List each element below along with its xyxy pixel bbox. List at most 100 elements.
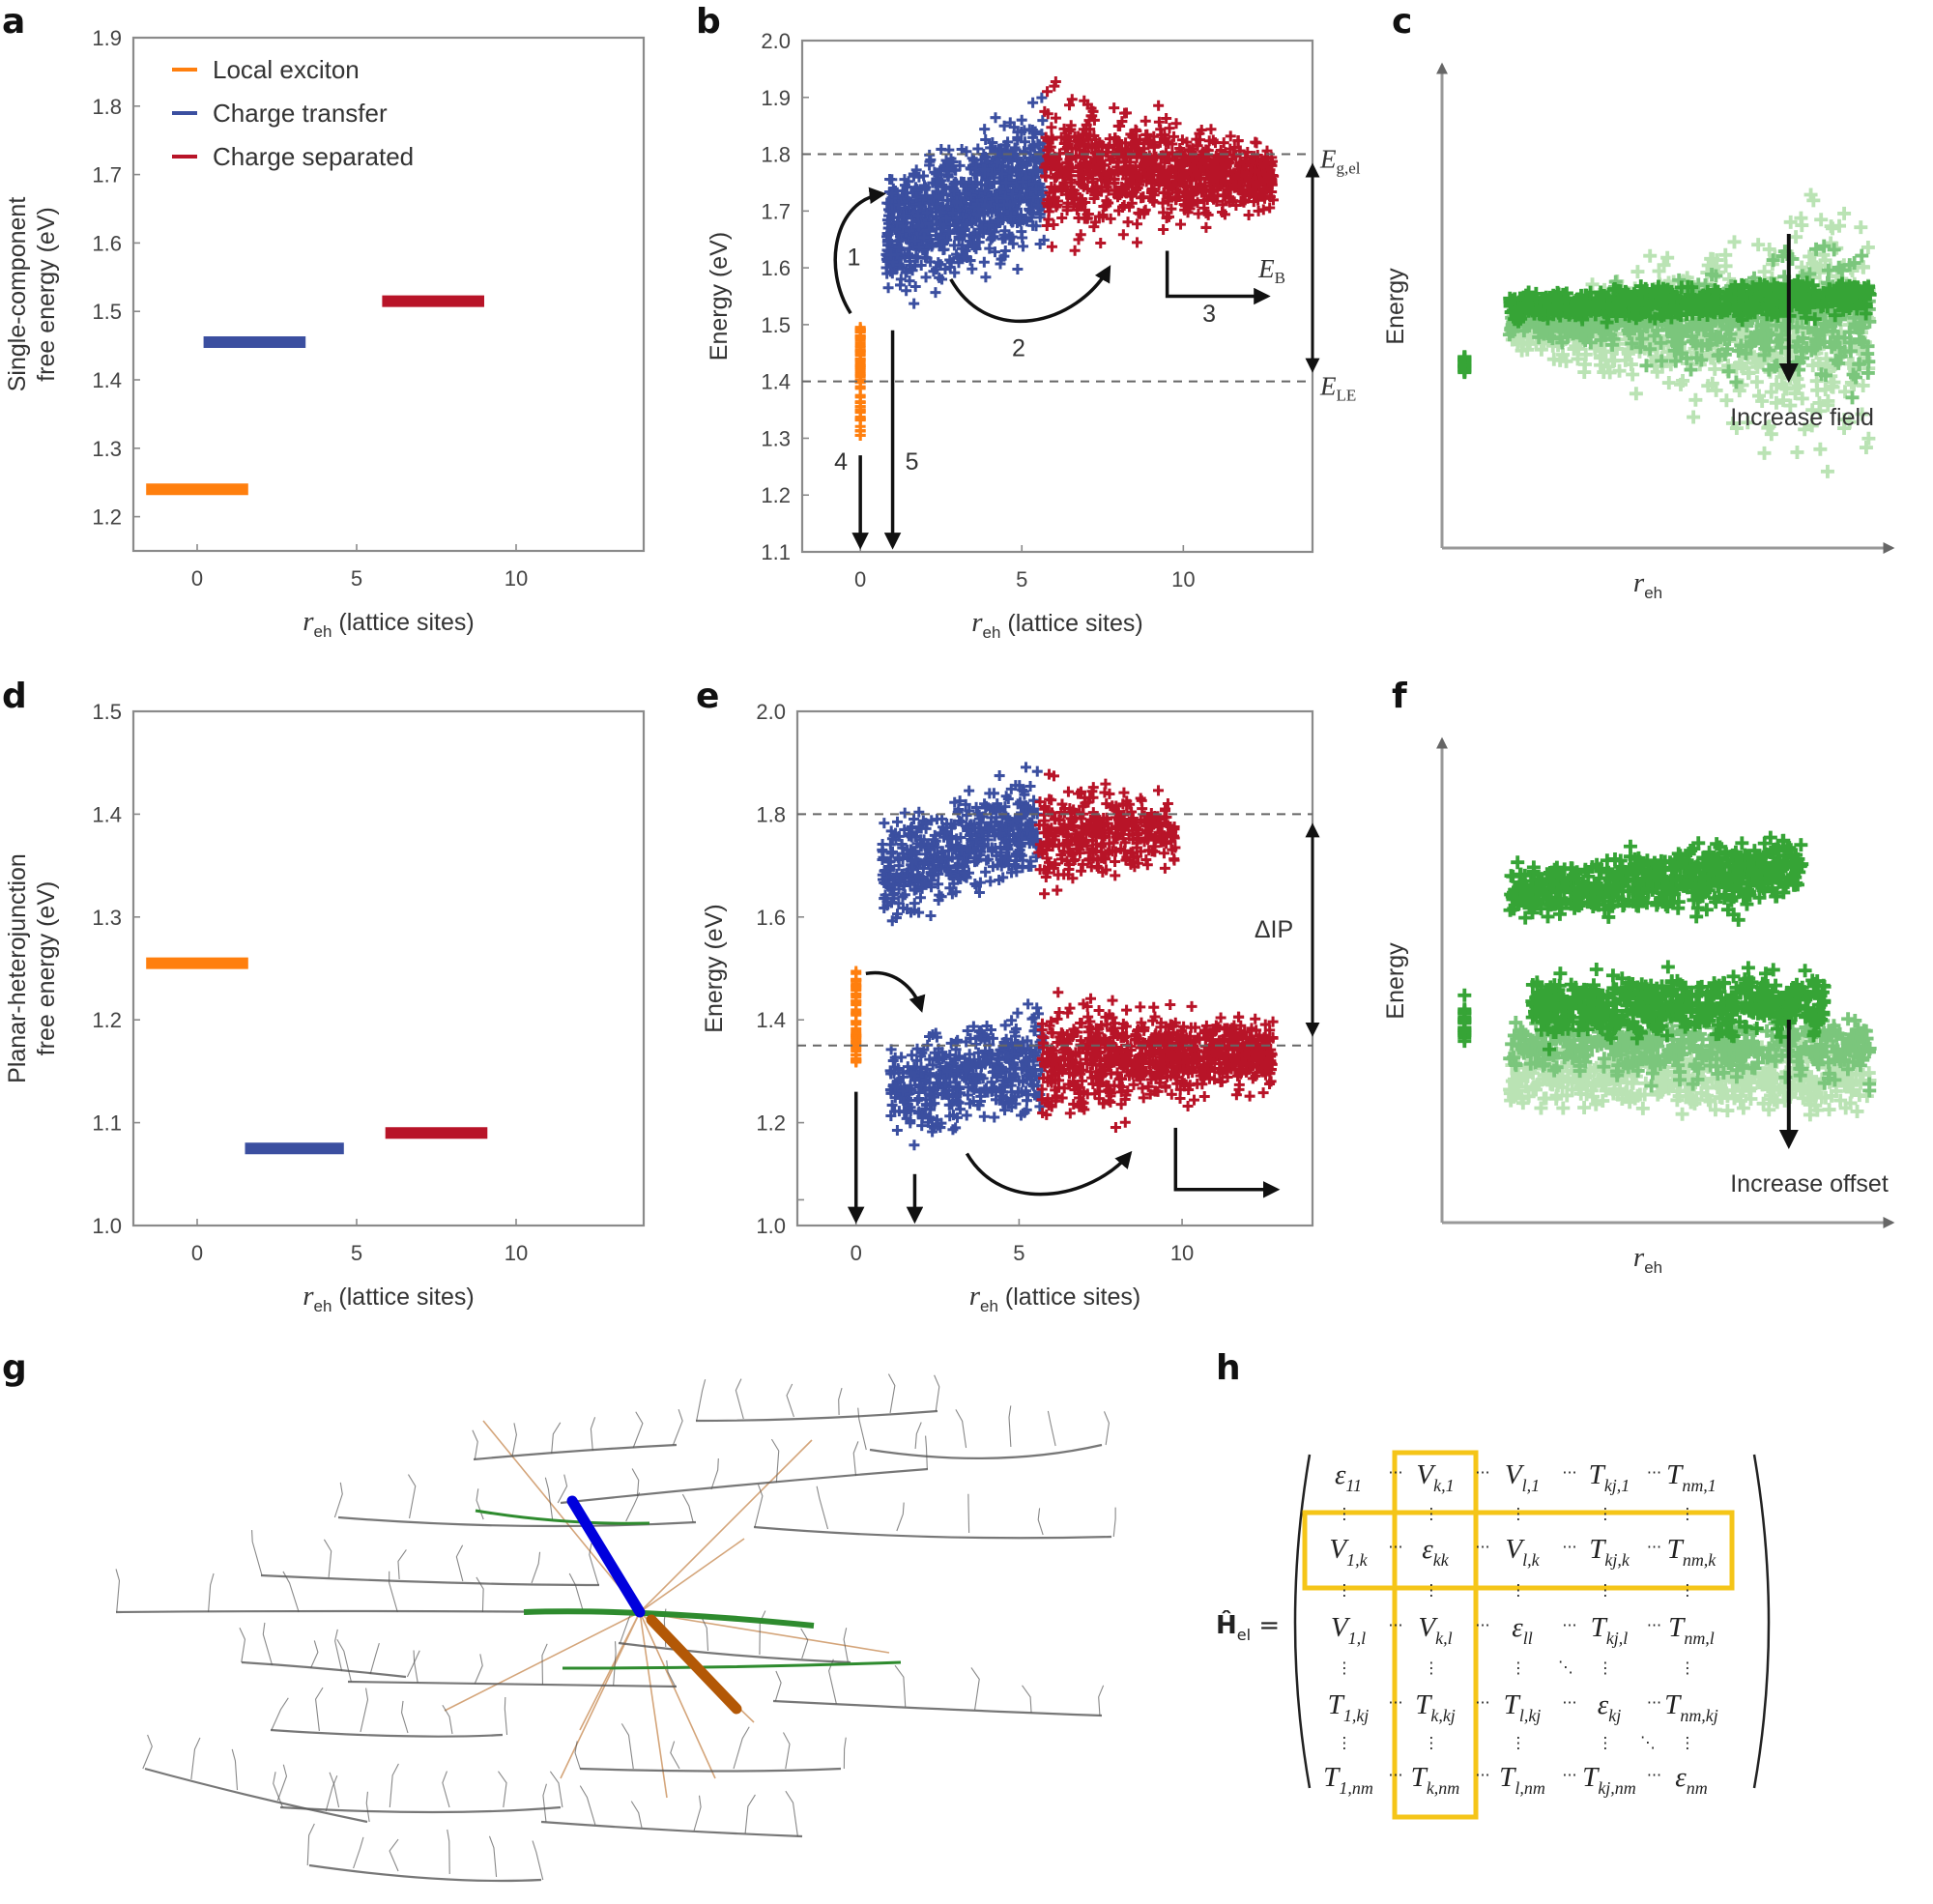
scatter-point (1076, 865, 1087, 877)
scatter-point (999, 245, 1011, 257)
scatter-points (1457, 188, 1877, 478)
scatter-point (1629, 387, 1643, 401)
scatter-point (999, 139, 1011, 151)
scatter-point (901, 267, 912, 278)
scatter-point (1030, 220, 1042, 232)
scatter-point (1257, 1087, 1269, 1099)
scatter-point (1158, 223, 1169, 235)
reference-line-label: Eg,el (1319, 145, 1361, 178)
scatter-point (994, 770, 1005, 782)
scatter-point (1038, 234, 1050, 245)
scatter-point (987, 232, 998, 244)
scatter-point (925, 154, 937, 165)
y-tick-label: 1.9 (761, 86, 791, 110)
scatter-point (1036, 92, 1048, 103)
scatter-point (943, 225, 955, 237)
scatter-point (899, 807, 910, 819)
scatter-point (1200, 221, 1212, 233)
panel-letter-g: g (2, 1348, 27, 1388)
scatter-point (951, 248, 963, 260)
scatter-point (893, 199, 905, 211)
scatter-point (996, 168, 1008, 180)
scatter-point (909, 281, 921, 293)
scatter-point (899, 174, 910, 186)
y-tick-label: 1.2 (756, 1111, 786, 1136)
scatter-point (886, 206, 898, 217)
scatter-point (1046, 122, 1057, 133)
x-axis-label: reh (lattice sites) (971, 607, 1142, 642)
scatter-point (986, 207, 997, 218)
scatter-point (1192, 197, 1203, 209)
scatter-point (909, 1140, 920, 1151)
scatter-point (973, 203, 985, 215)
scatter-point (961, 1110, 972, 1121)
scatter-point (894, 259, 906, 271)
scatter-point (1049, 191, 1060, 203)
scatter-point (1037, 115, 1049, 127)
transfer-arrow (865, 970, 926, 1013)
scatter-point (1158, 207, 1169, 218)
scatter-point (980, 866, 992, 878)
scatter-point (1120, 107, 1132, 119)
scatter-point (1820, 464, 1834, 478)
scatter-point (1832, 218, 1847, 233)
scatter-point (884, 236, 896, 247)
scatter-point (1021, 762, 1031, 773)
scatter-point (935, 232, 946, 244)
scatter-point (1053, 987, 1064, 998)
scatter-point (983, 219, 995, 231)
scatter-point (1030, 184, 1042, 195)
scatter-point (898, 210, 909, 221)
scatter-point (904, 225, 915, 237)
scatter-point (886, 268, 898, 279)
y-tick-label: 1.5 (761, 313, 791, 337)
scatter-point (998, 120, 1010, 131)
scatter-point (937, 274, 948, 285)
scatter-point (1016, 166, 1027, 178)
scatter-point (930, 287, 941, 299)
scatter-point (885, 249, 897, 261)
y-tick-label: 1.6 (761, 256, 791, 280)
scatter-point (1687, 410, 1701, 424)
scatter-point (933, 191, 944, 203)
scatter-point (1136, 175, 1147, 187)
scatter-point (1014, 216, 1025, 227)
scatter-point (1110, 1122, 1121, 1134)
scatter-point (1131, 184, 1141, 195)
scatter-point (968, 168, 980, 180)
scatter-point (1046, 794, 1057, 806)
process-label-1: 1 (848, 244, 861, 271)
scatter-point (1161, 213, 1172, 224)
scatter-point (1017, 176, 1028, 188)
scatter-point (986, 169, 997, 181)
scatter-point (921, 207, 933, 218)
y-tick-label: 1.1 (92, 1111, 122, 1136)
scatter-point (1034, 208, 1046, 219)
y-tick-label: 1.2 (92, 505, 122, 530)
scatter-point (995, 258, 1006, 270)
scatter-point (1184, 144, 1196, 156)
scatter-point (1117, 201, 1128, 213)
scatter-point (854, 425, 866, 437)
y-tick-label: 1.7 (92, 163, 122, 188)
reference-line-label: ELE (1319, 372, 1356, 405)
scatter-point (1749, 375, 1764, 389)
scatter-point (1050, 76, 1061, 88)
scatter-point (1066, 142, 1078, 154)
scatter-point (988, 178, 999, 189)
scatter-point (1132, 218, 1143, 230)
x-tick-label: 0 (851, 1241, 862, 1265)
scatter-point (1207, 134, 1219, 146)
y-tick-label: 1.8 (92, 95, 122, 119)
scatter-point (1012, 1007, 1024, 1019)
x-tick-label: 0 (191, 566, 203, 591)
scatter-point (964, 785, 975, 796)
y-tick-label: 1.4 (761, 370, 791, 394)
scatter-point (1032, 138, 1044, 150)
y-axis-label: Energy (eV) (706, 232, 733, 361)
scatter-point (1024, 143, 1036, 155)
scatter-point (1060, 131, 1072, 143)
